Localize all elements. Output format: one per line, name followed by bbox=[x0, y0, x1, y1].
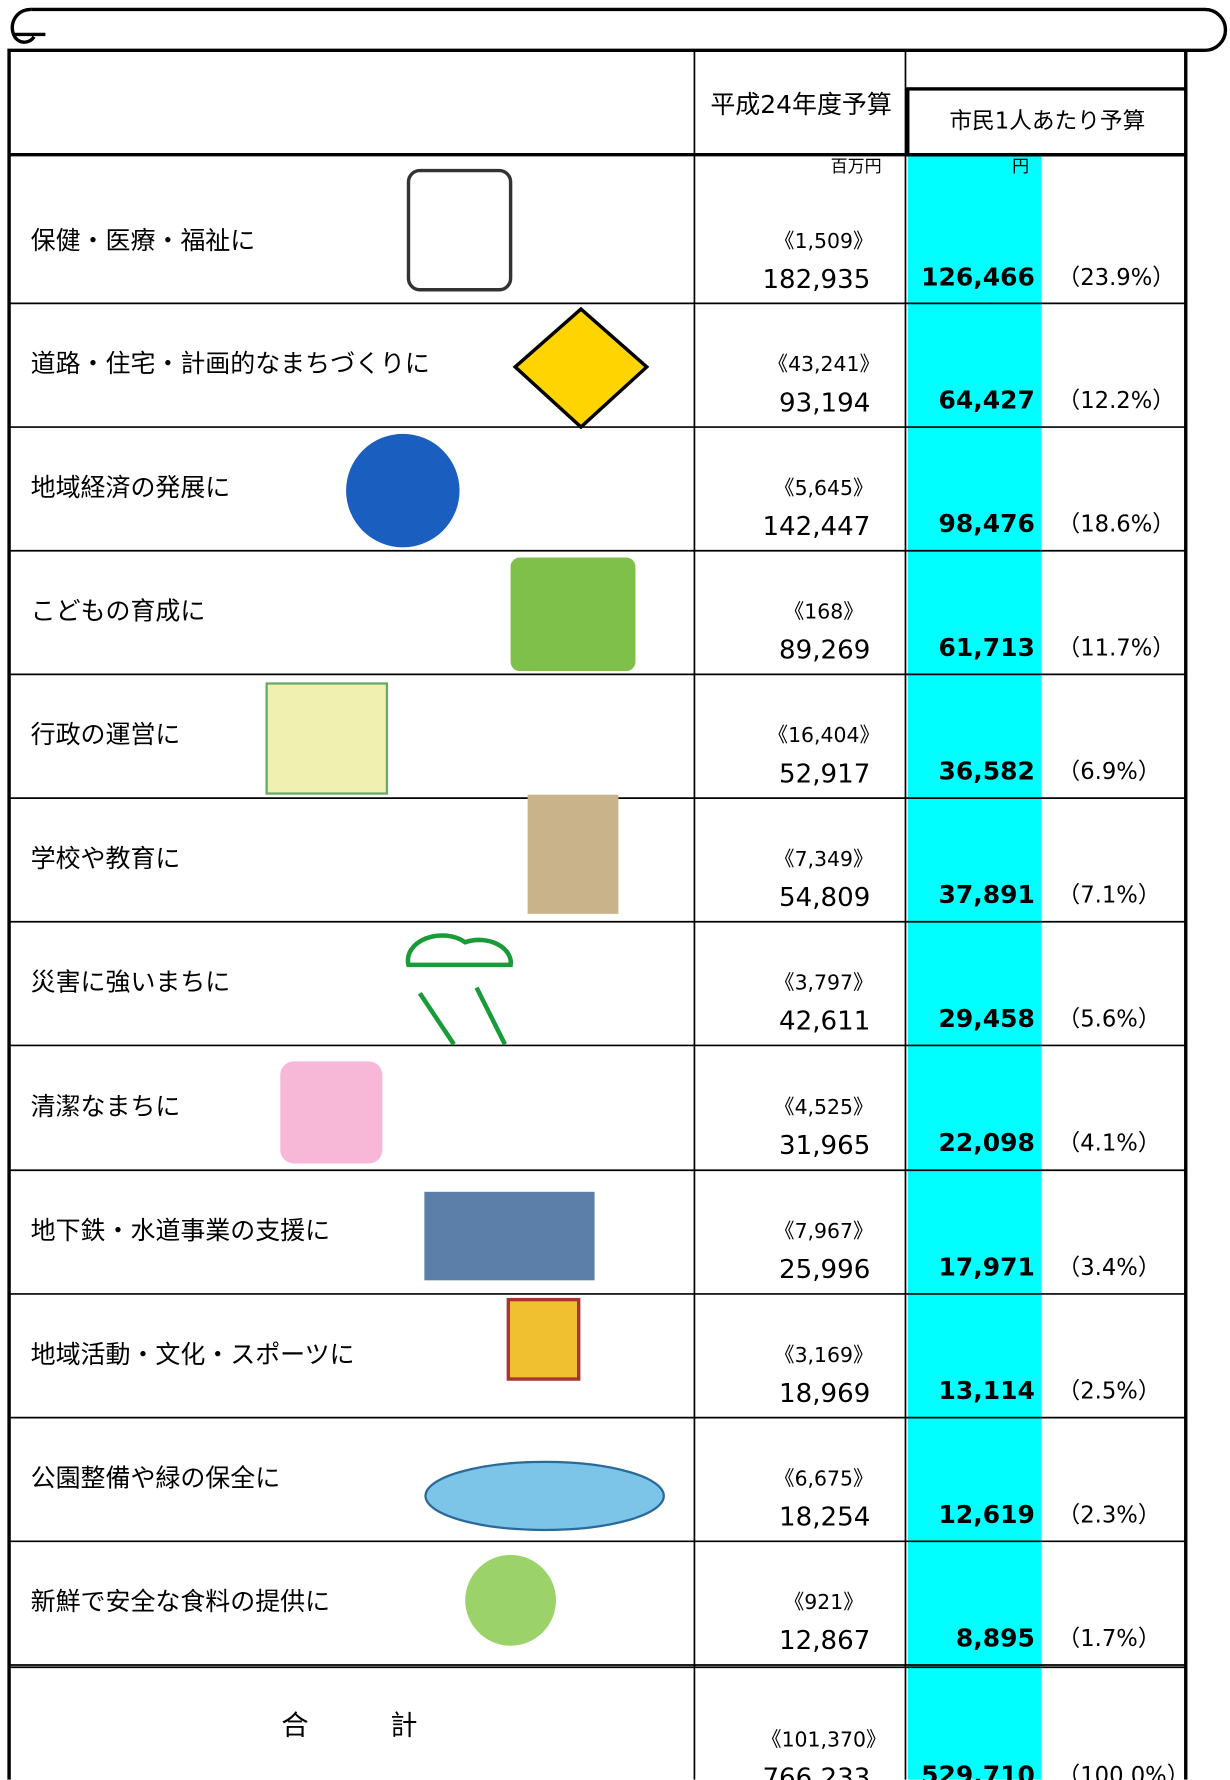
prior-value: 《43,241》 bbox=[768, 352, 880, 376]
row-label: 地域活動・文化・スポーツに bbox=[31, 1340, 355, 1369]
row-label: 災害に強いまちに bbox=[31, 968, 231, 997]
prior-value: 《3,169》 bbox=[774, 1343, 873, 1367]
budget-value: 93,194 bbox=[779, 388, 870, 418]
share-value: （18.6%） bbox=[1058, 512, 1175, 538]
per-capita-value: 8,895 bbox=[956, 1623, 1035, 1652]
share-value: （6.9%） bbox=[1058, 759, 1161, 785]
row-label: 新鮮で安全な食料の提供に bbox=[31, 1587, 330, 1616]
row-label: 道路・住宅・計画的なまちづくりに bbox=[31, 349, 430, 378]
budget-value: 18,254 bbox=[779, 1503, 870, 1533]
per-capita-value: 61,713 bbox=[939, 633, 1035, 662]
per-capita-value: 12,619 bbox=[939, 1500, 1035, 1529]
share-value: （4.1%） bbox=[1058, 1131, 1161, 1157]
illustration bbox=[346, 433, 460, 548]
prior-value: 《7,349》 bbox=[774, 847, 873, 871]
illustration bbox=[527, 794, 619, 914]
per-capita-value: 13,114 bbox=[939, 1376, 1035, 1405]
prior-value: 《921》 bbox=[784, 1590, 864, 1614]
illustration bbox=[265, 682, 389, 795]
illustration bbox=[424, 1460, 665, 1532]
budget-value: 766,233 bbox=[762, 1764, 870, 1780]
per-capita-value: 17,971 bbox=[939, 1252, 1035, 1281]
prior-value: 《5,645》 bbox=[774, 476, 873, 500]
prior-value: 《1,509》 bbox=[774, 229, 873, 253]
prior-value: 《6,675》 bbox=[774, 1466, 873, 1490]
share-value: （3.4%） bbox=[1058, 1255, 1161, 1281]
per-capita-value: 529,710 bbox=[921, 1761, 1035, 1780]
budget-value: 42,611 bbox=[779, 1007, 870, 1037]
row-label: 学校や教育に bbox=[31, 844, 181, 873]
illustration bbox=[506, 1297, 581, 1381]
per-capita-value: 29,458 bbox=[939, 1004, 1035, 1033]
illustration bbox=[406, 168, 513, 292]
share-value: （12.2%） bbox=[1058, 388, 1175, 414]
budget-value: 18,969 bbox=[779, 1379, 870, 1409]
budget-value: 182,935 bbox=[762, 265, 870, 295]
share-value: （100.0%） bbox=[1058, 1763, 1190, 1780]
illustration bbox=[424, 1191, 595, 1281]
row-label: 地域経済の発展に bbox=[31, 473, 231, 502]
per-capita-value: 98,476 bbox=[939, 509, 1035, 538]
illustration bbox=[510, 557, 636, 672]
total-label: 合 計 bbox=[281, 1710, 417, 1741]
illustration bbox=[405, 933, 514, 1046]
row-label: 清潔なまちに bbox=[31, 1092, 181, 1121]
budget-value: 52,917 bbox=[779, 759, 870, 789]
share-value: （5.6%） bbox=[1058, 1006, 1161, 1032]
prior-value: 《101,370》 bbox=[761, 1727, 886, 1751]
budget-value: 142,447 bbox=[762, 512, 870, 542]
per-capita-highlight bbox=[907, 154, 1042, 1780]
share-value: （1.7%） bbox=[1058, 1626, 1161, 1652]
row-label: 公園整備や緑の保全に bbox=[31, 1463, 281, 1492]
prior-value: 《4,525》 bbox=[774, 1095, 873, 1119]
per-capita-value: 126,466 bbox=[921, 262, 1035, 291]
budget-value: 12,867 bbox=[779, 1626, 870, 1656]
share-value: （2.5%） bbox=[1058, 1379, 1161, 1405]
row-label: 行政の運営に bbox=[31, 720, 181, 749]
share-value: （11.7%） bbox=[1058, 635, 1175, 661]
per-capita-value: 36,582 bbox=[939, 757, 1035, 786]
prior-value: 《7,967》 bbox=[774, 1219, 873, 1243]
illustration bbox=[512, 306, 650, 430]
row-label: 保健・医療・福祉に bbox=[31, 226, 256, 255]
scroll-curl bbox=[10, 7, 46, 44]
illustration bbox=[465, 1554, 556, 1646]
budget-value: 31,965 bbox=[779, 1131, 870, 1161]
share-value: （23.9%） bbox=[1058, 265, 1175, 291]
per-capita-value: 37,891 bbox=[939, 880, 1035, 909]
scroll-frame bbox=[7, 7, 1228, 1780]
illustration bbox=[280, 1061, 383, 1164]
prior-value: 《3,797》 bbox=[774, 971, 873, 995]
row-label: 地下鉄・水道事業の支援に bbox=[31, 1216, 330, 1245]
share-value: （2.3%） bbox=[1058, 1502, 1161, 1528]
prior-value: 《16,404》 bbox=[768, 723, 880, 747]
budget-title: 平成24年度予算 bbox=[710, 90, 891, 119]
budget-unit: 百万円 bbox=[831, 157, 882, 177]
budget-value: 25,996 bbox=[779, 1255, 870, 1285]
per-capita-value: 64,427 bbox=[939, 386, 1035, 415]
row-label: こどもの育成に bbox=[31, 597, 206, 626]
share-value: （7.1%） bbox=[1058, 883, 1161, 909]
per-capita-value: 22,098 bbox=[939, 1128, 1035, 1157]
budget-value: 54,809 bbox=[779, 883, 870, 913]
prior-value: 《168》 bbox=[784, 600, 864, 624]
budget-value: 89,269 bbox=[779, 636, 870, 666]
per-capita-title: 市民1人あたり予算 bbox=[949, 108, 1145, 134]
per-capita-unit: 円 bbox=[1012, 157, 1029, 177]
